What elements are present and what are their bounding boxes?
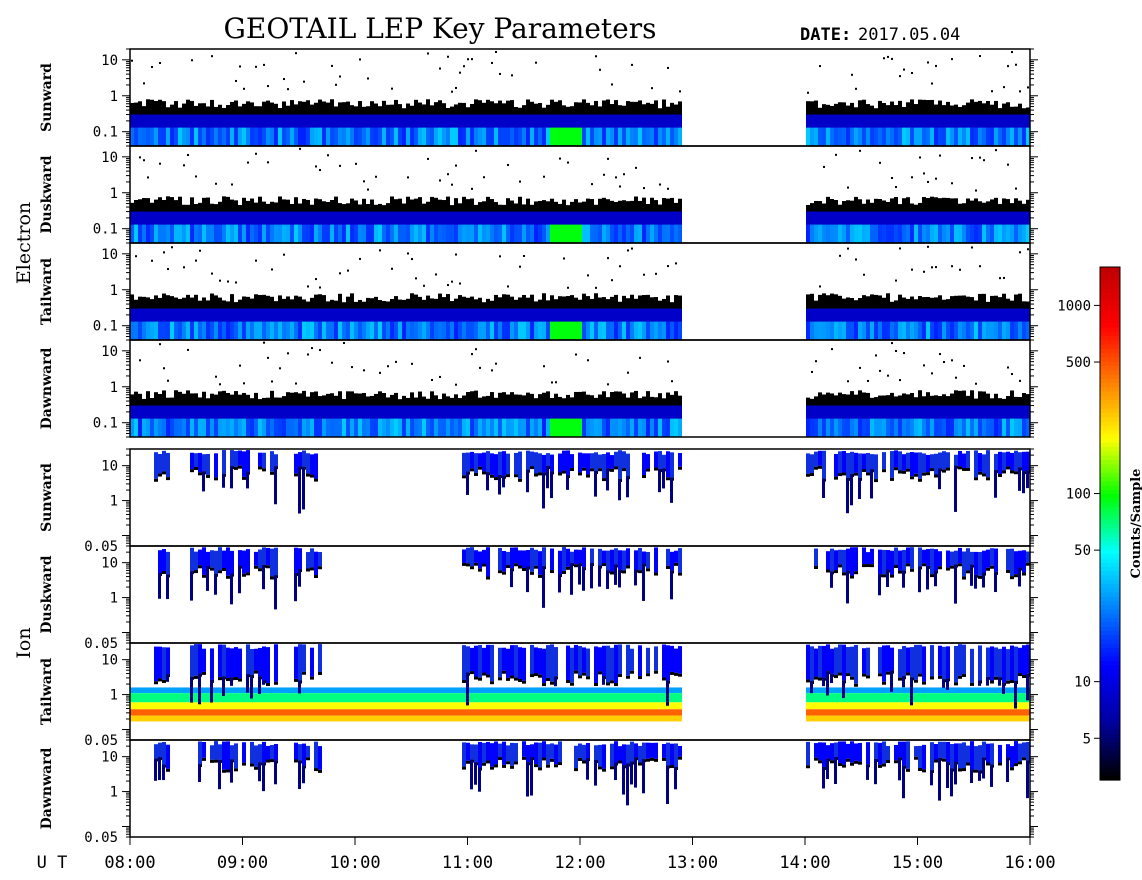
labels-layer: Sunward Duskward Tailward Dawnward Electron S… [13, 63, 55, 829]
x-tick-label: 16:00 [1004, 853, 1055, 873]
panel-ion-dawnward: 0.05 1 10 [84, 739, 1038, 846]
panel-label: Sunward [39, 463, 55, 532]
panel-ion-tailward: 0.05 1 10 [84, 642, 1038, 749]
x-tick-label: 15:00 [892, 853, 943, 873]
x-tick-label: 12:00 [554, 853, 605, 873]
y-tick-label: 0.05 [84, 636, 118, 652]
x-tick-label: 10:00 [329, 853, 380, 873]
panels-layer: 0.11100.11100.11100.11100.051100.051100.… [84, 48, 1038, 846]
panel-electron-duskward: 0.1 1 10 [93, 145, 1038, 244]
x-tick-label: 14:00 [779, 853, 830, 873]
panel-electron-sunward: 0.1 1 10 [93, 48, 1038, 147]
chart-title: GEOTAIL LEP Key Parameters [224, 12, 657, 45]
x-tick-label: 08:00 [104, 853, 155, 873]
y-tick-label: 1 [110, 89, 118, 105]
colorbar-label: Counts/Sample [1129, 469, 1142, 579]
y-tick-label: 10 [101, 556, 118, 572]
panel-label: Duskward [39, 155, 55, 233]
panel-electron-tailward: 0.1 1 10 [93, 242, 1038, 341]
time-axis: U T 08:00 09:00 10:00 11:00 12:00 13:00 14:00 1… [37, 837, 1056, 873]
panel-ion-duskward: 0.05 1 10 [84, 545, 1038, 652]
colorbar-frame [1099, 266, 1121, 781]
panel-label: Sunward [39, 63, 55, 132]
group-label: Electron [13, 202, 35, 284]
y-tick-label: 1 [110, 186, 118, 202]
colorbar-tick-label: 5 [1083, 731, 1091, 747]
y-tick-label: 0.1 [93, 125, 118, 141]
group-label: Ion [13, 627, 35, 658]
y-tick-label: 10 [101, 150, 118, 166]
y-tick-label: 1 [110, 591, 118, 607]
y-tick-label: 0.1 [93, 319, 118, 335]
colorbar-tick-label: 50 [1074, 543, 1091, 559]
date-label: DATE: [800, 25, 851, 45]
colorbar-tick-label: 100 [1066, 487, 1091, 503]
panel-label: Duskward [39, 555, 55, 633]
y-tick-label: 0.05 [84, 830, 118, 846]
y-tick-label: 1 [110, 785, 118, 801]
y-tick-label: 1 [110, 283, 118, 299]
y-tick-label: 0.05 [84, 733, 118, 749]
y-tick-label: 0.05 [84, 539, 118, 555]
y-tick-label: 1 [110, 688, 118, 704]
x-tick-label: 11:00 [442, 853, 493, 873]
y-tick-label: 10 [101, 653, 118, 669]
y-tick-label: 0.1 [93, 222, 118, 238]
panel-label: Dawnward [39, 347, 55, 429]
colorbar: 5 10 50 100 500 1000 Counts/Sample [1057, 266, 1142, 781]
y-tick-label: 10 [101, 750, 118, 766]
y-tick-label: 10 [101, 344, 118, 360]
panel-electron-dawnward: 0.1 1 10 [93, 339, 1038, 438]
panel-label: Tailward [39, 258, 55, 325]
time-axis-label: U T [37, 853, 68, 873]
y-tick-label: 1 [110, 380, 118, 396]
x-tick-label: 13:00 [667, 853, 718, 873]
y-tick-label: 1 [110, 494, 118, 510]
y-tick-label: 10 [101, 247, 118, 263]
y-tick-label: 10 [101, 459, 118, 475]
colorbar-tick-label: 10 [1074, 675, 1091, 691]
y-tick-label: 10 [101, 53, 118, 69]
colorbar-tick-label: 500 [1066, 355, 1091, 371]
date-value: 2017.05.04 [858, 25, 960, 45]
panel-label: Tailward [39, 658, 55, 725]
panel-ion-sunward: 0.05 1 10 [84, 448, 1038, 555]
x-tick-label: 09:00 [217, 853, 268, 873]
y-tick-label: 0.1 [93, 416, 118, 432]
colorbar-tick-label: 1000 [1057, 298, 1091, 314]
panel-label: Dawnward [39, 747, 55, 829]
